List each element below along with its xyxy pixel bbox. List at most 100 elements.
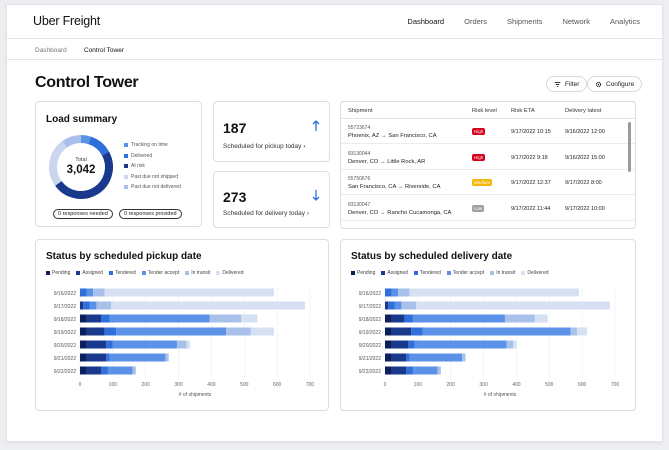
- breadcrumb-dashboard[interactable]: Dashboard: [35, 47, 67, 54]
- bar-segment[interactable]: [101, 366, 108, 375]
- bar-segment[interactable]: [414, 340, 507, 349]
- bar-segment[interactable]: [394, 301, 402, 310]
- brand-logo[interactable]: Uber Freight: [33, 14, 101, 28]
- bar-segment[interactable]: [186, 340, 191, 349]
- bar-segment[interactable]: [89, 301, 97, 310]
- bar-segment[interactable]: [411, 327, 423, 336]
- bar-segment[interactable]: [385, 288, 392, 297]
- bar-segment[interactable]: [409, 288, 579, 297]
- bar-segment[interactable]: [391, 366, 407, 375]
- bar-segment[interactable]: [116, 327, 227, 336]
- bar-segment[interactable]: [132, 366, 136, 375]
- bar-segment[interactable]: [385, 327, 392, 336]
- column-header[interactable]: Risk level: [472, 108, 497, 114]
- bar-segment[interactable]: [80, 340, 87, 349]
- table-row[interactable]: 83130047 Denver, CO → Rancho Cucamonga, C…: [341, 196, 635, 221]
- bar-segment[interactable]: [80, 366, 87, 375]
- table-row[interactable]: [341, 221, 635, 228]
- configure-button[interactable]: Configure: [587, 76, 643, 92]
- nav-shipments[interactable]: Shipments: [507, 17, 543, 26]
- bar-segment[interactable]: [385, 314, 392, 323]
- bar-segment[interactable]: [109, 353, 166, 362]
- donut-segment[interactable]: [88, 136, 110, 156]
- donut-segment[interactable]: [62, 135, 82, 148]
- bar-segment[interactable]: [398, 288, 410, 297]
- bar-segment[interactable]: [80, 301, 84, 310]
- bar-segment[interactable]: [385, 366, 392, 375]
- bar-segment[interactable]: [577, 327, 588, 336]
- nav-analytics[interactable]: Analytics: [609, 17, 640, 26]
- nav-dashboard[interactable]: Dashboard: [407, 17, 445, 26]
- bar-segment[interactable]: [86, 327, 105, 336]
- bar-segment[interactable]: [391, 340, 408, 349]
- bar-segment[interactable]: [422, 327, 571, 336]
- delivery-today-card[interactable]: 273 Scheduled for delivery today ›: [213, 171, 330, 228]
- bar-segment[interactable]: [96, 301, 112, 310]
- table-row[interactable]: 83130044 Denver, CO → Little Rock, AR High…: [341, 145, 635, 170]
- bar-segment[interactable]: [391, 353, 407, 362]
- donut-segment[interactable]: [80, 135, 91, 145]
- shipment-id[interactable]: 55750676: [348, 176, 371, 182]
- bar-segment[interactable]: [86, 353, 107, 362]
- filter-button[interactable]: Filter: [546, 76, 588, 92]
- nav-network[interactable]: Network: [562, 17, 590, 26]
- bar-segment[interactable]: [385, 340, 392, 349]
- bar-segment[interactable]: [104, 327, 117, 336]
- bar-segment[interactable]: [106, 340, 113, 349]
- bar-segment[interactable]: [165, 353, 169, 362]
- bar-segment[interactable]: [391, 314, 405, 323]
- bar-segment[interactable]: [406, 366, 413, 375]
- bar-segment[interactable]: [104, 288, 274, 297]
- bar-segment[interactable]: [101, 314, 110, 323]
- shipment-id[interactable]: 55723674: [348, 125, 371, 131]
- bar-segment[interactable]: [408, 340, 415, 349]
- bar-segment[interactable]: [401, 301, 417, 310]
- bar-segment[interactable]: [250, 327, 274, 336]
- bar-segment[interactable]: [388, 301, 395, 310]
- responses-provided-badge[interactable]: 0 responses provided: [119, 209, 182, 219]
- bar-segment[interactable]: [80, 314, 87, 323]
- column-header[interactable]: Risk ETA: [511, 108, 535, 114]
- bar-segment[interactable]: [570, 327, 578, 336]
- donut-segment[interactable]: [55, 151, 113, 199]
- bar-segment[interactable]: [86, 340, 107, 349]
- bar-segment[interactable]: [241, 314, 258, 323]
- bar-segment[interactable]: [86, 288, 94, 297]
- bar-segment[interactable]: [209, 314, 241, 323]
- bar-segment[interactable]: [111, 301, 306, 310]
- bar-segment[interactable]: [391, 327, 412, 336]
- bar-segment[interactable]: [506, 340, 514, 349]
- bar-segment[interactable]: [93, 288, 105, 297]
- bar-segment[interactable]: [412, 314, 505, 323]
- bar-segment[interactable]: [80, 327, 87, 336]
- bar-segment[interactable]: [385, 301, 389, 310]
- bar-segment[interactable]: [112, 340, 177, 349]
- bar-segment[interactable]: [462, 353, 466, 362]
- pickup-today-card[interactable]: 187 Scheduled for pickup today ›: [213, 101, 330, 162]
- bar-segment[interactable]: [107, 366, 133, 375]
- bar-segment[interactable]: [86, 366, 102, 375]
- bar-segment[interactable]: [106, 353, 110, 362]
- bar-segment[interactable]: [80, 288, 87, 297]
- bar-segment[interactable]: [504, 314, 535, 323]
- bar-segment[interactable]: [226, 327, 251, 336]
- donut-segment[interactable]: [49, 141, 68, 186]
- nav-orders[interactable]: Orders: [464, 17, 488, 26]
- bar-segment[interactable]: [83, 301, 90, 310]
- shipment-id[interactable]: 83130047: [348, 201, 371, 208]
- column-header[interactable]: Delivery latest: [565, 108, 602, 114]
- table-row[interactable]: 55723674 Phoenix, AZ → San Francisco, CA H…: [341, 119, 635, 144]
- bar-segment[interactable]: [391, 288, 399, 297]
- bar-segment[interactable]: [534, 314, 548, 323]
- bar-segment[interactable]: [437, 366, 441, 375]
- column-header[interactable]: Shipment: [348, 108, 373, 114]
- responses-needed-badge[interactable]: 0 responses needed: [53, 209, 113, 219]
- bar-segment[interactable]: [416, 301, 611, 310]
- bar-segment[interactable]: [412, 366, 438, 375]
- bar-segment[interactable]: [86, 314, 102, 323]
- bar-segment[interactable]: [406, 353, 410, 362]
- bar-segment[interactable]: [404, 314, 413, 323]
- shipment-id[interactable]: 83130044: [348, 150, 371, 157]
- bar-segment[interactable]: [109, 314, 210, 323]
- bar-segment[interactable]: [513, 340, 517, 349]
